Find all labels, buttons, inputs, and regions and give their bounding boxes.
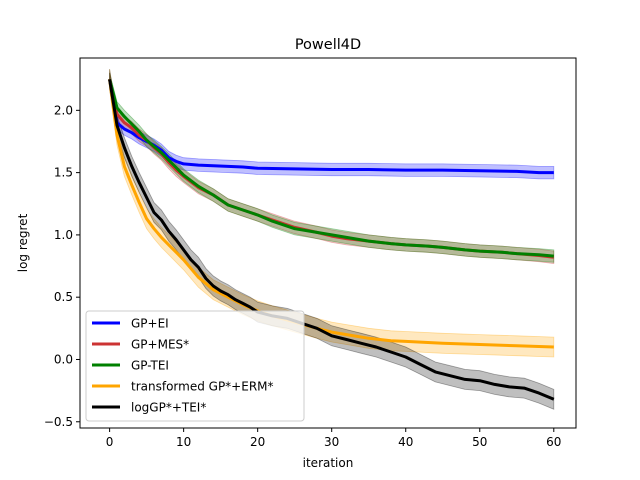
y-tick-label: 1.0 bbox=[54, 228, 73, 242]
band-gp-mes bbox=[109, 72, 555, 265]
chart-title: Powell4D bbox=[295, 37, 361, 53]
x-tick-label: 10 bbox=[176, 435, 191, 449]
x-axis-ticks: 0 10 20 30 40 50 60 bbox=[106, 428, 561, 449]
legend-label: transformed GP*+ERM* bbox=[131, 380, 274, 394]
band-gp-tei bbox=[109, 72, 555, 263]
legend-label: GP+MES* bbox=[131, 338, 189, 352]
x-axis-label: iteration bbox=[303, 456, 354, 470]
y-tick-label: 2.0 bbox=[54, 103, 73, 117]
x-tick-label: 30 bbox=[324, 435, 339, 449]
axes-frame bbox=[79, 57, 577, 429]
legend-item-gp-mes: GP+MES* bbox=[92, 338, 189, 352]
y-axis-label: log regret bbox=[16, 213, 30, 272]
y-axis-ticks: −0.5 0.0 0.5 1.0 1.5 2.0 bbox=[44, 103, 80, 429]
band-loggp-tei bbox=[109, 69, 555, 410]
x-tick-label: 60 bbox=[546, 435, 561, 449]
legend-label: GP-TEI bbox=[131, 359, 169, 373]
x-tick-label: 40 bbox=[398, 435, 413, 449]
y-tick-label: 0.0 bbox=[54, 352, 73, 366]
legend: GP+EI GP+MES* GP-TEI transformed GP*+ERM* lo… bbox=[85, 310, 305, 422]
x-tick-label: 20 bbox=[250, 435, 265, 449]
series-line-gp-ei bbox=[108, 78, 554, 175]
legend-item-gp-tei: GP-TEI bbox=[92, 359, 169, 373]
legend-label: logGP*+TEI* bbox=[131, 401, 206, 415]
x-tick-label: 0 bbox=[106, 435, 114, 449]
series-line-gp-tei bbox=[108, 78, 554, 258]
legend-label: GP+EI bbox=[131, 317, 169, 331]
legend-items: GP+EI GP+MES* GP-TEI transformed GP*+ERM* lo… bbox=[92, 317, 274, 415]
y-tick-label: 0.5 bbox=[54, 290, 73, 304]
legend-frame bbox=[85, 310, 305, 422]
legend-item-gp-ei: GP+EI bbox=[92, 317, 169, 331]
y-tick-label: 1.5 bbox=[54, 166, 73, 180]
y-tick-label: −0.5 bbox=[44, 415, 73, 429]
x-tick-label: 50 bbox=[472, 435, 487, 449]
legend-item-transformed-gp-erm: transformed GP*+ERM* bbox=[92, 380, 274, 394]
legend-item-loggp-tei: logGP*+TEI* bbox=[92, 401, 206, 415]
